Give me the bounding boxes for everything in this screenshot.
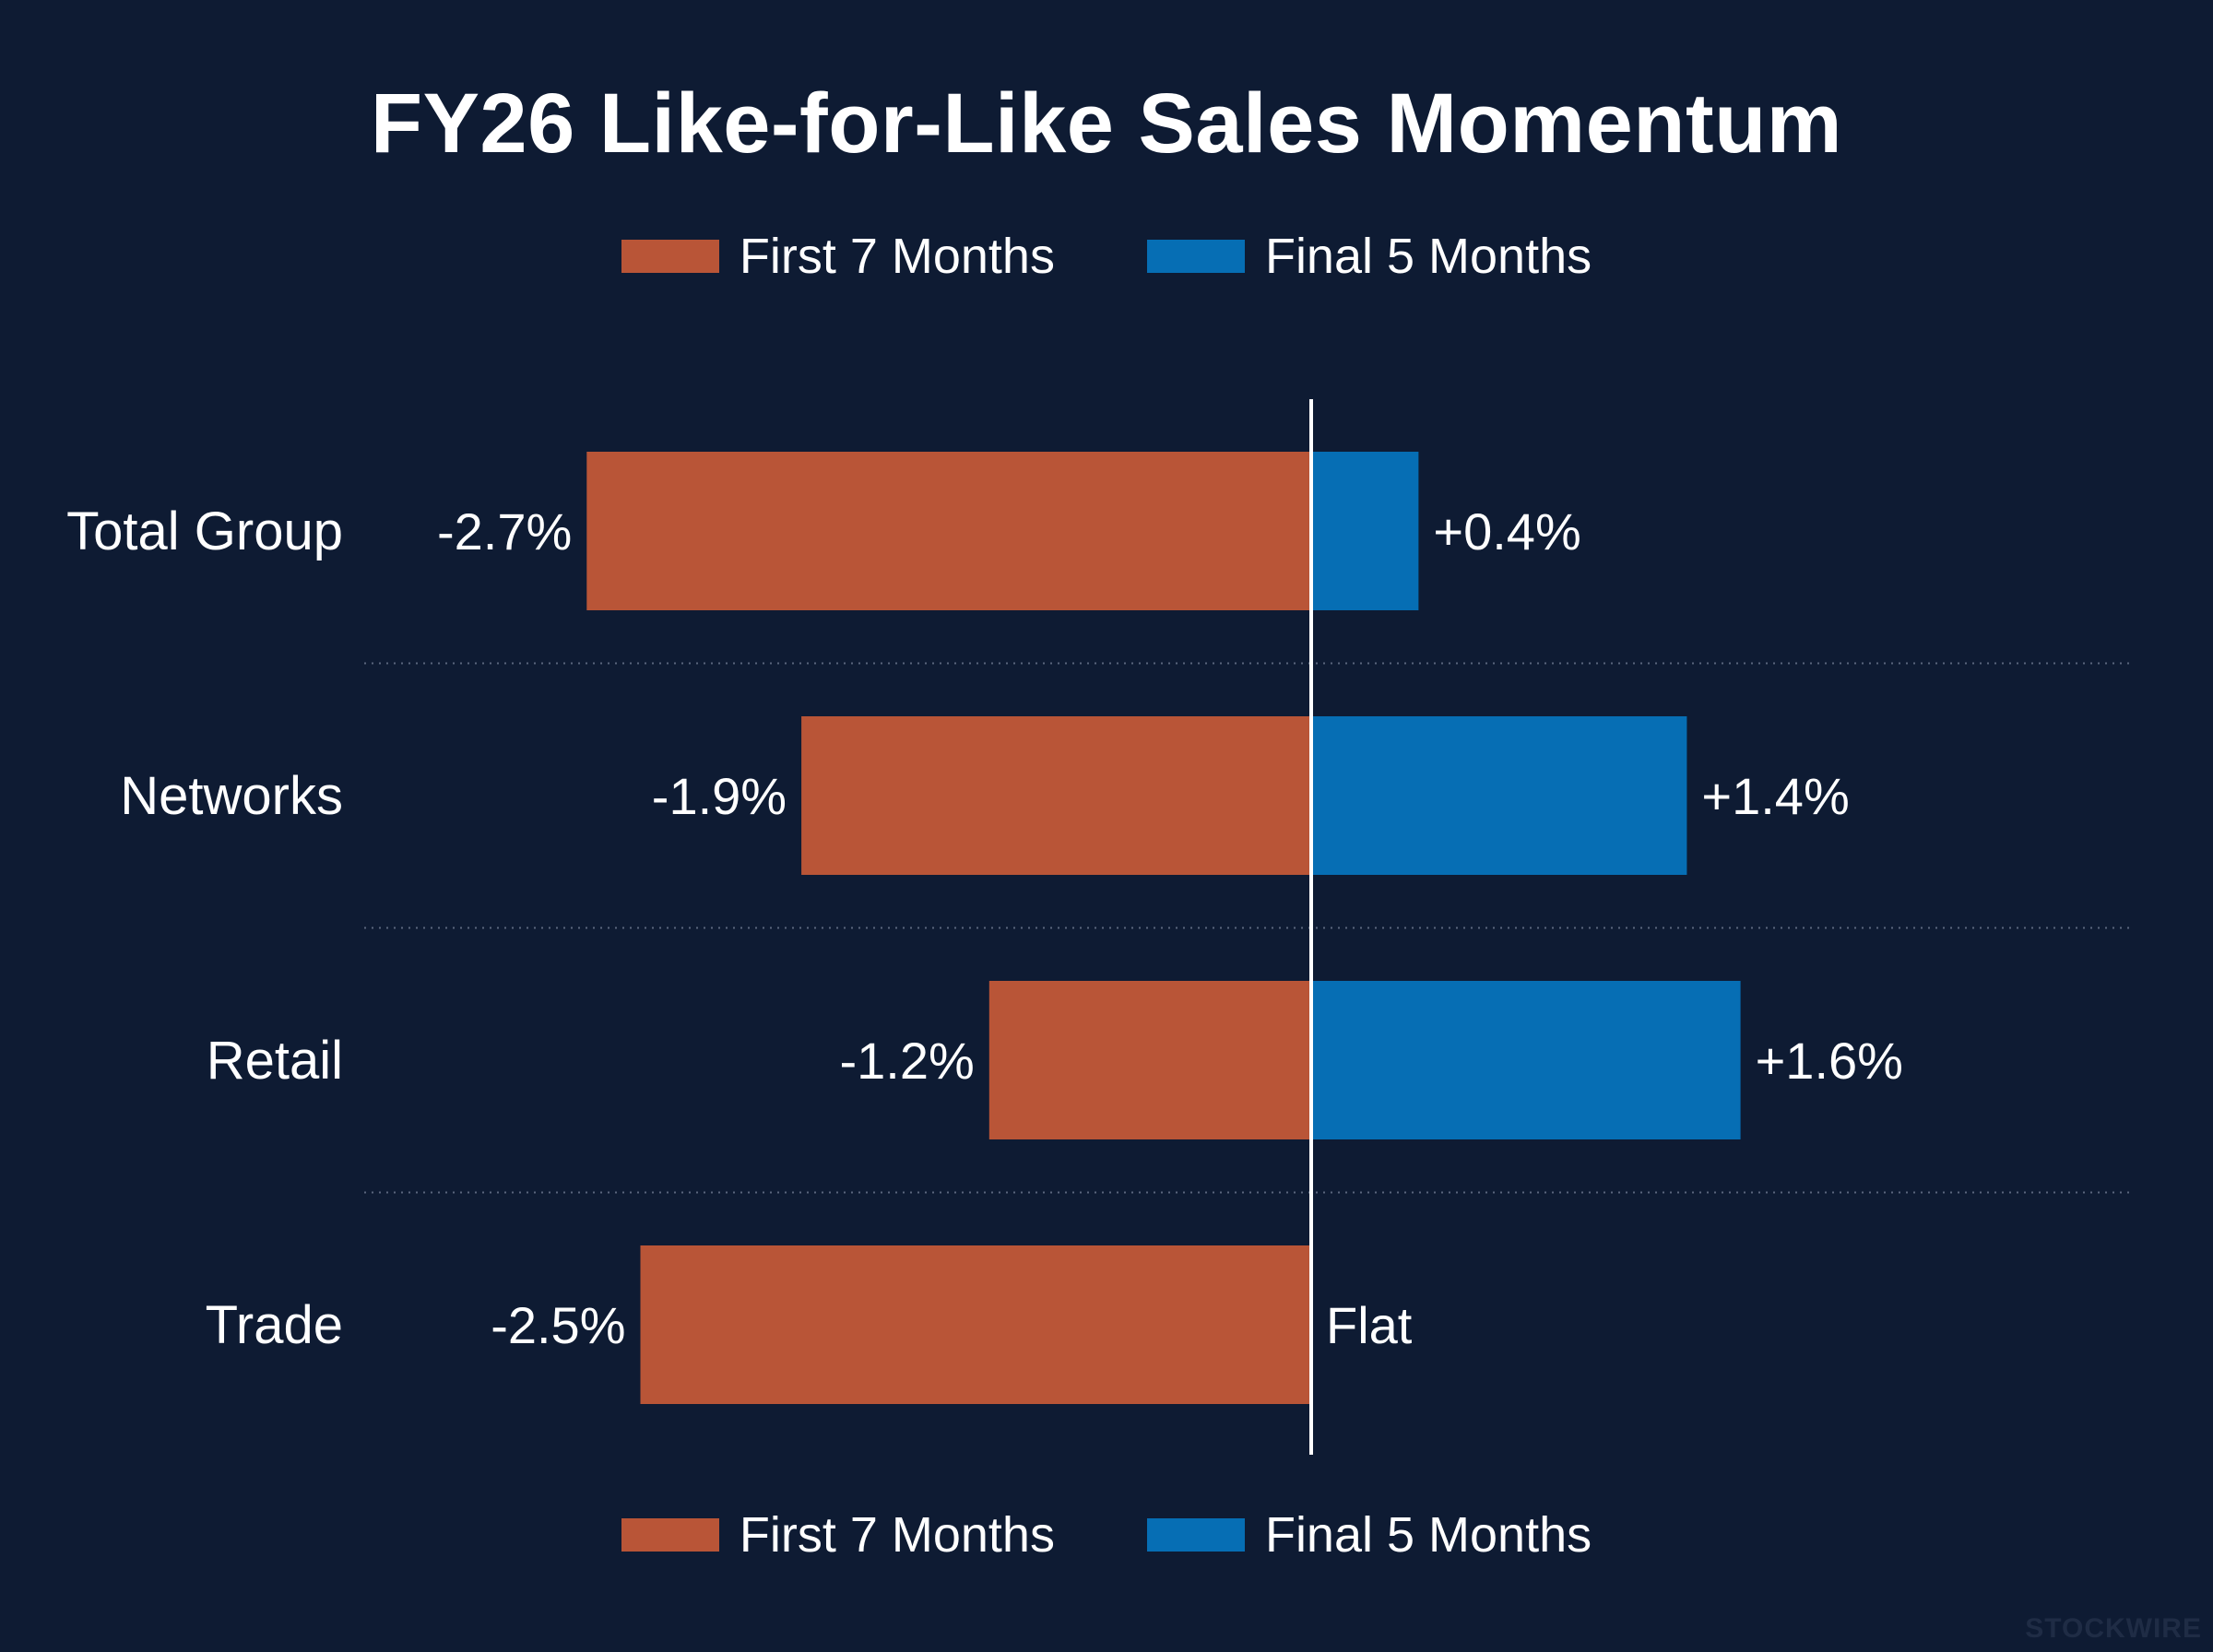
legend-bottom: First 7 Months Final 5 Months xyxy=(0,1507,2213,1563)
chart-title: FY26 Like-for-Like Sales Momentum xyxy=(370,77,1843,171)
category-label-trade: Trade xyxy=(206,1295,343,1355)
bar-first-7-months-total-group xyxy=(586,452,1311,610)
watermark: STOCKWIRE xyxy=(2025,1613,2202,1644)
bar-final-5-months-networks xyxy=(1311,716,1687,875)
data-label-first-7-months-total-group: -2.7% xyxy=(437,502,572,560)
data-label-final-5-months-total-group: +0.4% xyxy=(1433,502,1580,560)
data-label-first-7-months-retail: -1.2% xyxy=(840,1032,975,1090)
data-label-final-5-months-trade: Flat xyxy=(1326,1296,1413,1354)
legend-swatch-first-7-months-bottom xyxy=(621,1518,719,1552)
legend-label-final-5-months-bottom: Final 5 Months xyxy=(1264,1507,1592,1563)
legend-swatch-final-5-months-bottom xyxy=(1146,1518,1245,1552)
legend-top: First 7 Months Final 5 Months xyxy=(0,229,2213,284)
bar-final-5-months-retail xyxy=(1311,981,1741,1139)
legend-item-final-5-months-bottom: Final 5 Months xyxy=(1146,1506,1592,1564)
legend-label-first-7-months: First 7 Months xyxy=(739,229,1055,284)
data-label-first-7-months-networks: -1.9% xyxy=(652,767,787,825)
category-label-total-group: Total Group xyxy=(66,502,343,561)
legend-swatch-final-5-months xyxy=(1146,240,1245,273)
data-label-final-5-months-networks: +1.4% xyxy=(1701,767,1849,825)
data-label-final-5-months-retail: +1.6% xyxy=(1756,1032,1903,1090)
legend-label-final-5-months: Final 5 Months xyxy=(1264,229,1592,284)
data-label-first-7-months-trade: -2.5% xyxy=(491,1296,625,1354)
bar-first-7-months-retail xyxy=(988,981,1311,1139)
legend-item-first-7-months-bottom: First 7 Months xyxy=(621,1506,1055,1564)
bar-first-7-months-networks xyxy=(801,716,1311,875)
legend-item-final-5-months: Final 5 Months xyxy=(1146,228,1592,285)
category-label-retail: Retail xyxy=(207,1031,343,1091)
bar-final-5-months-total-group xyxy=(1311,452,1419,610)
legend-item-first-7-months: First 7 Months xyxy=(621,228,1055,285)
category-label-networks: Networks xyxy=(120,766,343,826)
legend-swatch-first-7-months xyxy=(621,240,719,273)
legend-label-first-7-months-bottom: First 7 Months xyxy=(739,1507,1055,1563)
bar-first-7-months-trade xyxy=(640,1245,1311,1404)
